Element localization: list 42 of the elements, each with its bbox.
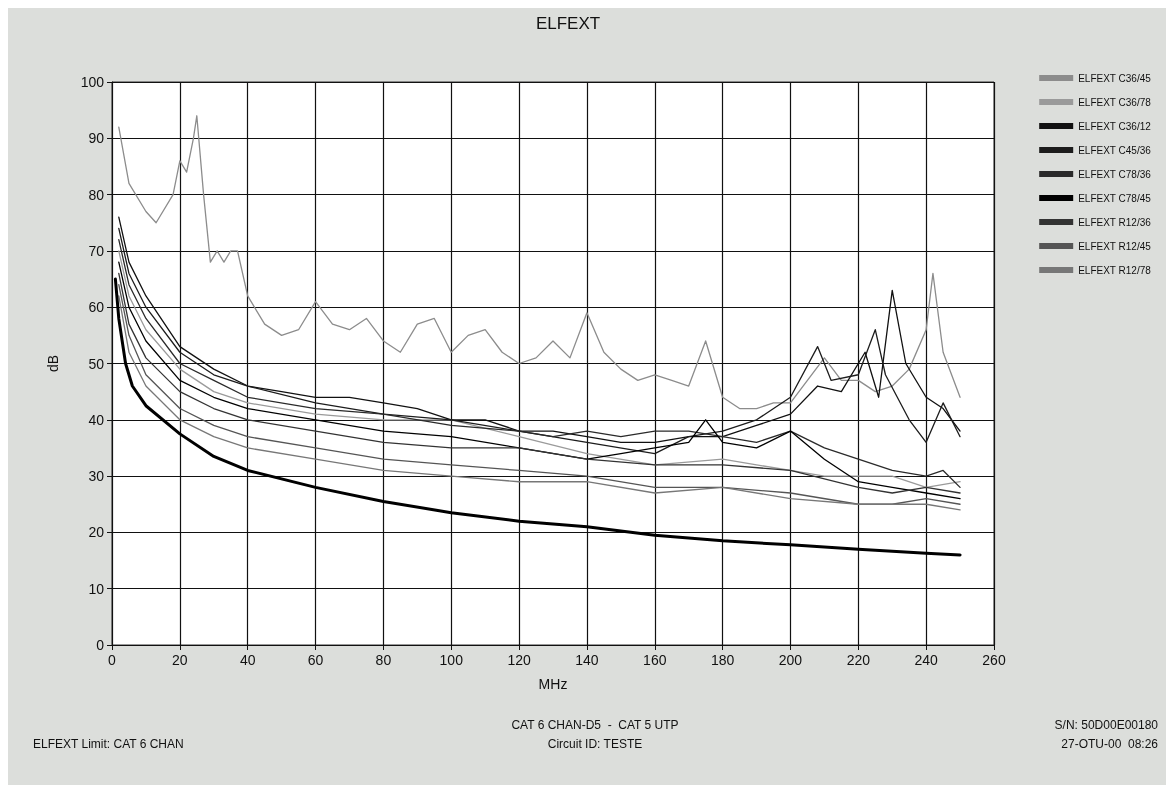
legend-label: ELFEXT C36/12 [1078,120,1152,132]
x-tick-label: 140 [575,652,599,668]
x-tick-label: 220 [846,652,871,668]
legend-label: ELFEXT C45/36 [1078,144,1152,156]
y-tick-label: 0 [96,637,105,653]
x-tick-label: 200 [778,652,803,668]
y-tick-label: 20 [88,524,105,541]
legend-label: ELFEXT R12/45 [1078,240,1152,252]
legend-label: ELFEXT C78/36 [1078,168,1152,180]
legend-label: ELFEXT R12/78 [1078,264,1152,276]
legend-label: ELFEXT C36/78 [1078,96,1152,108]
y-tick-label: 30 [88,468,105,485]
y-tick-label: 40 [88,411,105,428]
x-tick-label: 80 [375,652,392,668]
text: Circuit ID: TESTE [547,737,643,751]
x-tick-label: 120 [507,652,531,668]
x-tick-label: 260 [982,652,1006,668]
text: S/N: 50D00E00180 [1054,718,1159,732]
x-axis-title: MHz [538,676,568,692]
y-tick-label: 60 [88,299,105,316]
x-tick-label: 20 [172,652,188,668]
y-tick-label: 10 [88,580,105,597]
x-tick-label: 100 [439,652,464,668]
legend-label: ELFEXT R12/36 [1078,216,1152,228]
x-tick-label: 60 [307,652,324,668]
y-tick-label: 50 [88,355,105,372]
text: CAT 6 CHAN-D5 - CAT 5 UTP [511,718,679,732]
text: 27-OTU-00 08:26 [1061,737,1159,751]
y-tick-label: 70 [88,242,105,259]
legend-label: ELFEXT C36/45 [1078,72,1152,84]
y-axis-title: dB [45,354,61,373]
x-tick-label: 180 [710,652,735,668]
y-tick-label: 80 [88,186,105,203]
text: ELFEXT Limit: CAT 6 CHAN [33,737,184,751]
x-tick-label: 240 [914,652,939,668]
y-tick-label: 90 [88,130,105,147]
y-tick-label: 100 [80,74,105,90]
x-tick-label: 160 [643,652,667,668]
x-tick-label: 0 [108,652,117,668]
legend-label: ELFEXT C78/45 [1078,192,1152,204]
chart-title: ELFEXT [535,14,601,33]
x-tick-label: 40 [239,652,256,668]
